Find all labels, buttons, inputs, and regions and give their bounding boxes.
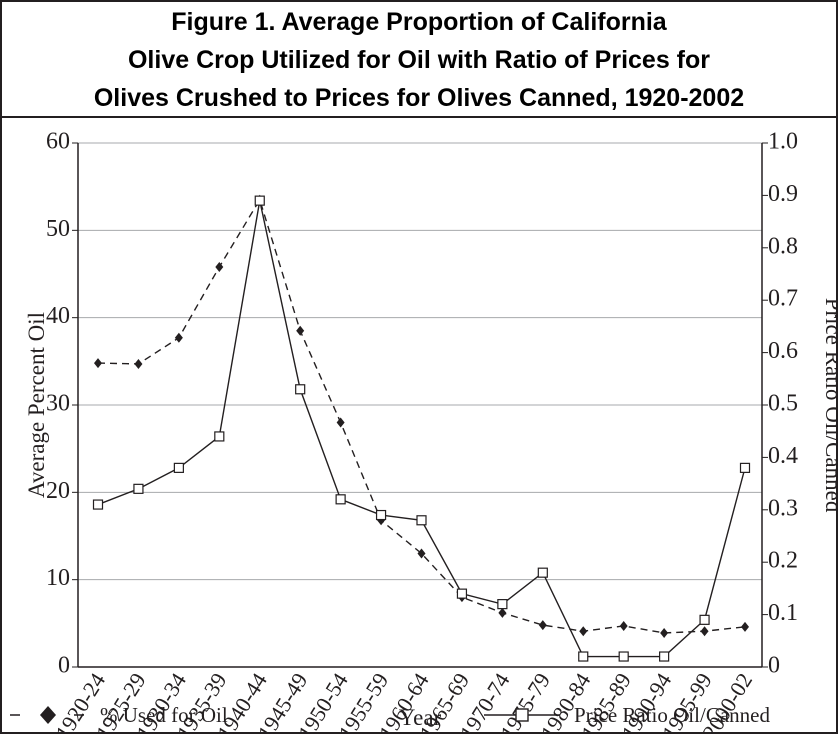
y2-tick-label: 0.5 — [768, 391, 798, 417]
data-point — [295, 384, 306, 395]
chart-title: Olives Crushed to Prices for Olives Cann… — [94, 84, 744, 112]
chart-title: Figure 1. Average Proportion of Californ… — [171, 8, 668, 36]
data-point — [578, 651, 589, 662]
y2-tick-label: 0 — [768, 653, 780, 679]
data-point — [741, 621, 749, 632]
x-axis-label: Year — [399, 705, 442, 730]
data-point — [215, 262, 224, 273]
y-tick-label: 30 — [46, 391, 70, 417]
y-axis-label: Average Percent Oil — [24, 312, 49, 498]
data-point — [579, 626, 588, 637]
data-point — [537, 567, 548, 578]
data-point — [538, 620, 547, 631]
data-point — [416, 515, 427, 526]
data-point — [700, 626, 709, 637]
data-point — [214, 431, 225, 442]
y-tick-label: 60 — [46, 129, 70, 155]
y-tick-label: 10 — [46, 565, 70, 591]
data-point — [417, 548, 426, 559]
data-point — [174, 332, 183, 343]
y2-tick-label: 0.6 — [768, 338, 798, 364]
legend-marker — [40, 706, 56, 724]
y-tick-label: 0 — [58, 653, 70, 679]
data-point — [618, 651, 629, 662]
series-line — [97, 198, 746, 634]
y-tick-label: 20 — [46, 478, 70, 504]
y2-tick-label: 0.2 — [768, 548, 798, 574]
data-point — [133, 483, 144, 494]
data-point — [659, 651, 670, 662]
data-point — [619, 620, 628, 631]
y2-tick-label: 0.4 — [768, 443, 798, 469]
legend-marker — [515, 708, 529, 722]
y-tick-label: 40 — [46, 303, 70, 329]
y2-axis-label: Price Ratio Oil/Canned — [821, 298, 838, 513]
y2-tick-label: 0.9 — [768, 181, 798, 207]
y2-tick-label: 0.7 — [768, 286, 798, 312]
data-point — [739, 462, 751, 473]
data-point — [456, 588, 468, 599]
data-point — [134, 358, 143, 369]
chart-title: Olive Crop Utilized for Oil with Ratio o… — [128, 46, 710, 74]
data-point — [254, 195, 265, 206]
data-point — [660, 627, 669, 638]
data-point — [699, 614, 710, 625]
data-point — [375, 509, 387, 521]
y2-tick-label: 0.3 — [768, 495, 798, 521]
series-line — [97, 200, 746, 658]
data-point — [92, 499, 104, 510]
legend-label: Price Ratio Oil/Canned — [574, 703, 770, 727]
y2-tick-label: 0.1 — [768, 600, 798, 626]
data-point — [94, 358, 102, 369]
data-point — [498, 607, 507, 618]
data-point — [497, 599, 508, 610]
y2-tick-label: 0.8 — [768, 233, 798, 259]
data-point — [335, 494, 346, 505]
data-point — [173, 462, 184, 473]
data-point — [336, 417, 345, 428]
y-tick-label: 50 — [46, 216, 70, 242]
y2-tick-label: 1.0 — [768, 129, 798, 155]
legend-label: % Used for Oil — [100, 703, 228, 727]
data-point — [296, 325, 305, 336]
